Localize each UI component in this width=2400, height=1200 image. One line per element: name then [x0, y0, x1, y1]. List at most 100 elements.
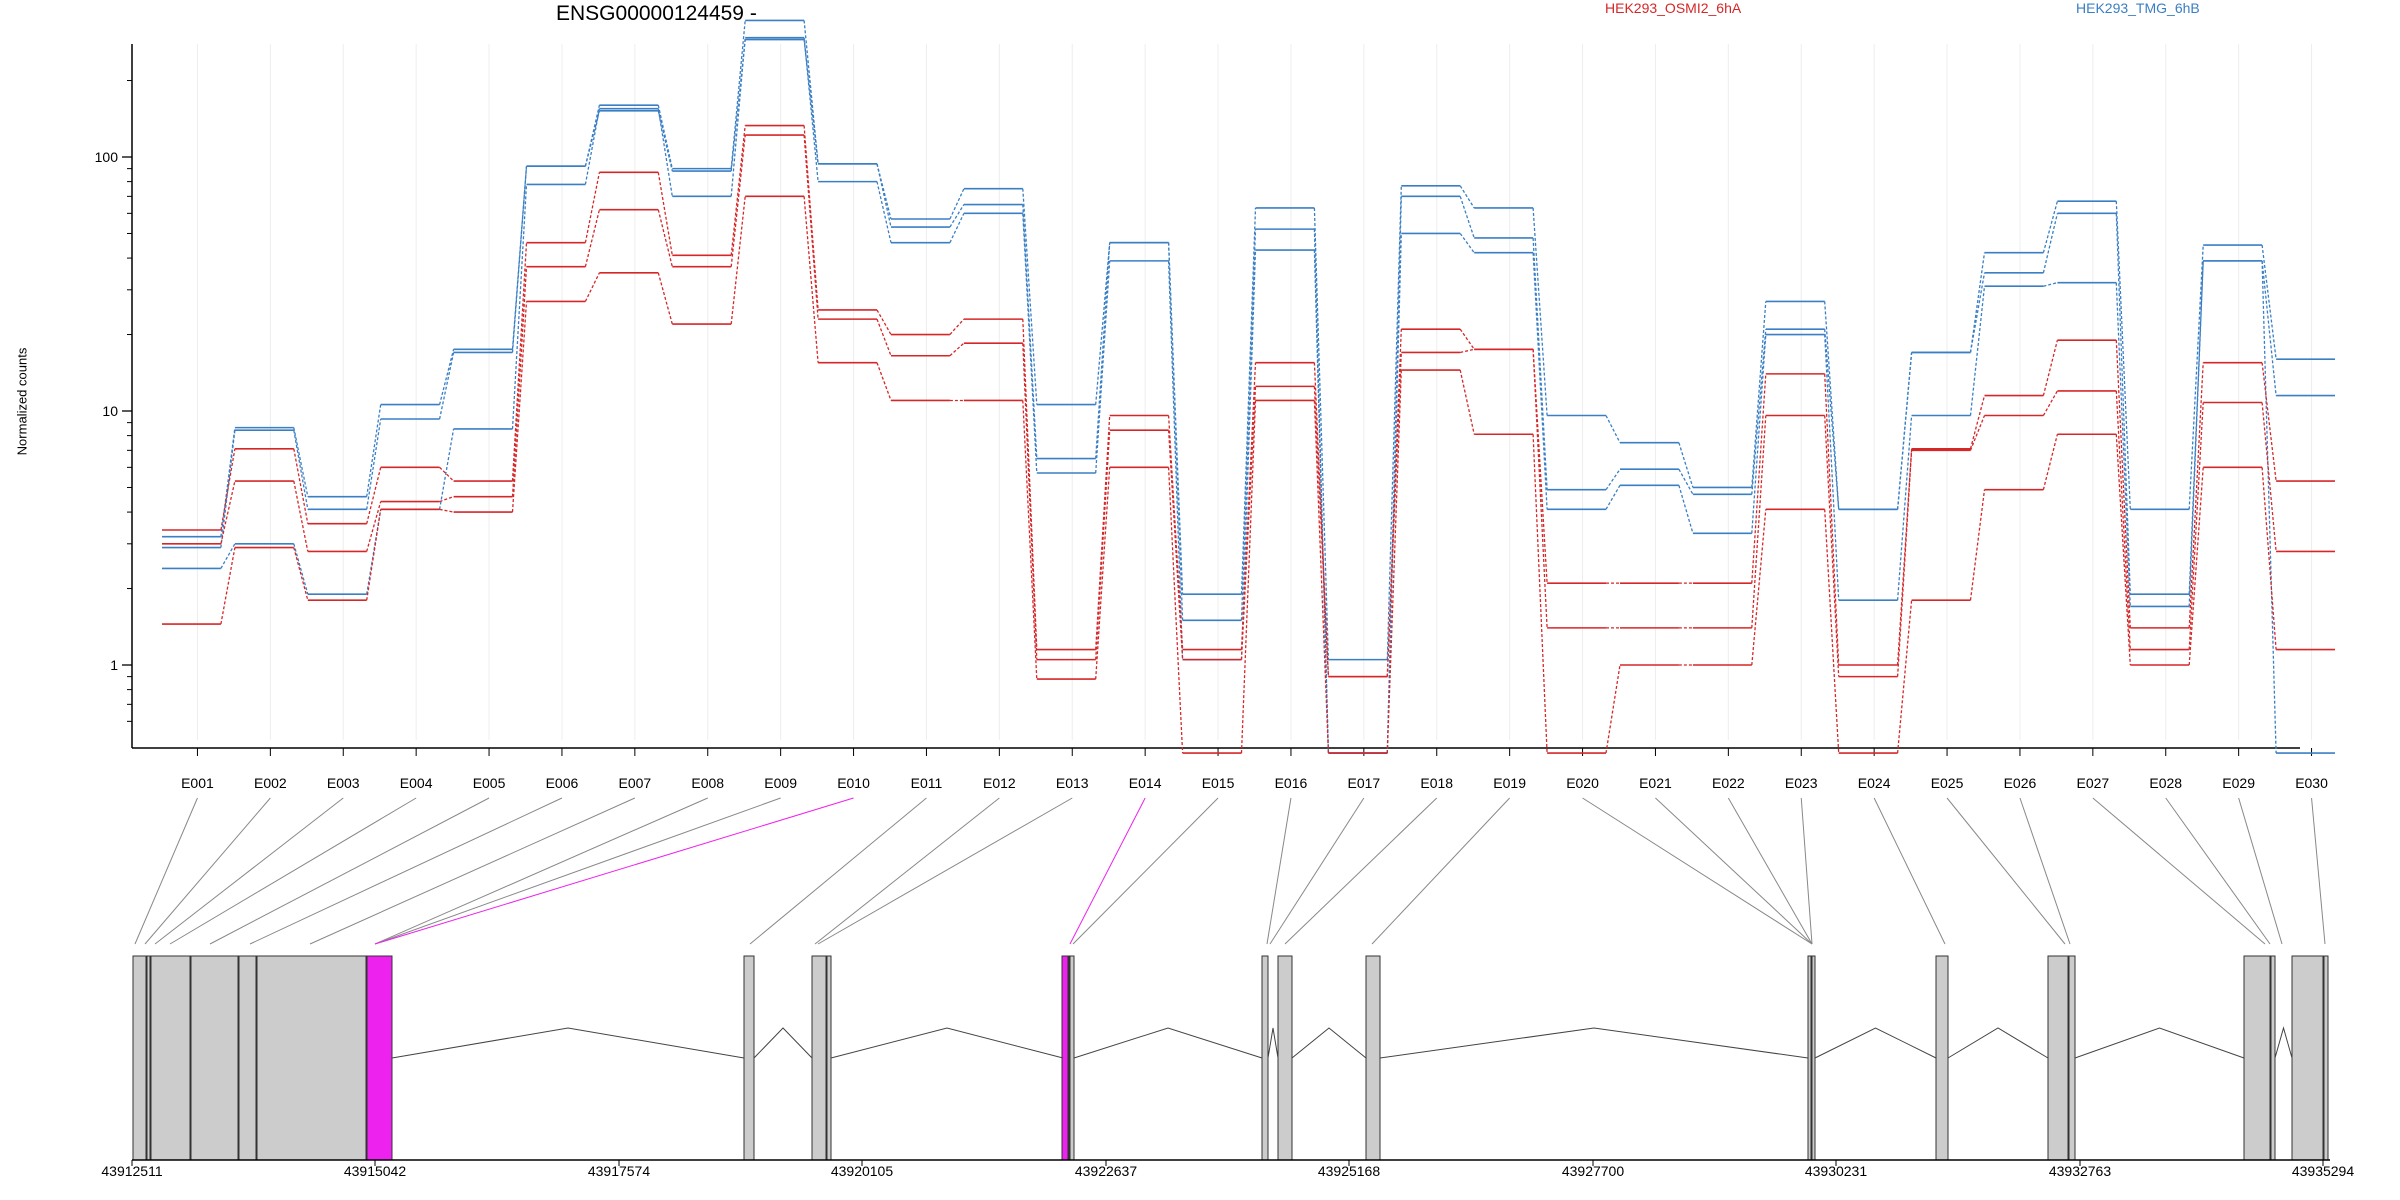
x-tick-label: E001: [181, 775, 214, 791]
exon-box: [1069, 955, 1075, 1161]
x-tick-label: E023: [1785, 775, 1818, 791]
legend-entry-tmg: HEK293_TMG_6hB: [2076, 0, 2200, 16]
exon-connector: [2019, 797, 2071, 945]
series-connector: [584, 105, 601, 167]
series-connector: [366, 418, 382, 510]
series-connector: [1459, 196, 1475, 239]
exon-connector: [2311, 797, 2326, 945]
series-connector: [1167, 467, 1184, 754]
exon-connector: [1582, 797, 1813, 945]
genome-tick-label: 43912511: [101, 1163, 162, 1179]
series-connector: [220, 547, 236, 625]
exon-box: [2323, 955, 2329, 1161]
exon-box: [1807, 955, 1812, 1161]
genome-tick-label: 43930231: [1805, 1163, 1868, 1179]
series-connector: [511, 184, 528, 429]
series-connector: [803, 135, 819, 320]
series-connector: [2042, 390, 2058, 416]
x-tick-label: E019: [1493, 775, 1526, 791]
series-connector: [1095, 260, 1111, 474]
series-connector: [2042, 213, 2059, 273]
series-connector: [511, 301, 528, 513]
series-connector: [657, 105, 673, 169]
series-connector: [1095, 242, 1111, 459]
x-tick-label: E010: [837, 775, 870, 791]
series-connector: [1095, 415, 1111, 650]
series-connector: [876, 181, 892, 243]
series-connector: [730, 196, 746, 325]
series-connector: [1459, 185, 1475, 209]
intron-line: [830, 1027, 1064, 1059]
series-connector: [511, 266, 528, 497]
series-connector: [1022, 400, 1038, 680]
series-connector: [1313, 400, 1330, 754]
series-connector: [2115, 434, 2131, 666]
exon-box: [743, 955, 755, 1161]
series-connector: [1969, 395, 1986, 449]
exon-connector: [749, 797, 927, 945]
exon-box: [1811, 955, 1816, 1161]
exon-connector: [1371, 797, 1511, 945]
series-connector: [2261, 260, 2277, 396]
series-connector: [1751, 415, 1767, 628]
series-connector: [1167, 260, 1184, 660]
series-connector: [949, 342, 965, 357]
exon-connector: [1946, 797, 2066, 945]
x-tick-label: E003: [327, 775, 360, 791]
series-connector: [584, 172, 601, 243]
x-tick-label: E028: [2149, 775, 2182, 791]
series-connector: [438, 349, 455, 405]
series-connector: [876, 163, 892, 228]
exon-connector: [249, 797, 563, 945]
series-connector: [220, 448, 236, 531]
series-connector: [366, 404, 382, 497]
exon-box: [1365, 955, 1381, 1161]
exon-box: [1277, 955, 1293, 1161]
series-connector: [293, 430, 309, 510]
series-connector: [1386, 233, 1402, 754]
x-tick-label: E004: [400, 775, 433, 791]
exon-box: [190, 955, 239, 1161]
exon-connector: [374, 797, 854, 945]
series-connector: [1240, 250, 1257, 660]
intron-line: [1947, 1027, 2049, 1059]
x-tick-label: E016: [1275, 775, 1308, 791]
x-tick-label: E024: [1858, 775, 1891, 791]
exon-connector: [1269, 797, 1365, 945]
x-tick-label: E012: [983, 775, 1016, 791]
exon-box: [1261, 955, 1269, 1161]
series-connector: [439, 508, 454, 513]
x-tick-label: E017: [1347, 775, 1380, 791]
series-connector: [1386, 352, 1402, 677]
intron-line: [1267, 1027, 1279, 1059]
series-connector: [876, 362, 892, 401]
series-connector: [2261, 467, 2277, 650]
intron-line: [2074, 1027, 2245, 1059]
x-tick-label: E029: [2222, 775, 2255, 791]
series-connector: [657, 272, 673, 325]
exon-box: [256, 955, 367, 1161]
series-connector: [1605, 468, 1621, 491]
exon-box: [811, 955, 827, 1161]
genome-tick-label: 43920105: [831, 1163, 894, 1179]
exon-box: [826, 955, 832, 1161]
series-connector: [1459, 233, 1475, 254]
x-tick-label: E027: [2076, 775, 2109, 791]
series-connector: [1532, 252, 1548, 510]
exon-box: [2243, 955, 2271, 1161]
series-connector: [1751, 334, 1767, 534]
series-connector: [439, 466, 455, 482]
series-connector: [1896, 415, 1913, 601]
x-tick-label: E021: [1639, 775, 1672, 791]
series-connector: [1313, 207, 1330, 660]
series-connector: [876, 318, 892, 356]
series-connector: [1167, 415, 1184, 650]
x-tick-label: E025: [1931, 775, 1964, 791]
series-connector: [2261, 245, 2277, 360]
exon-connector: [154, 797, 344, 945]
series-connector: [949, 213, 965, 243]
series-connector: [1313, 386, 1330, 677]
genome-tick-label: 43915042: [344, 1163, 407, 1179]
series-connector: [1240, 207, 1257, 595]
series-connector: [730, 20, 746, 169]
